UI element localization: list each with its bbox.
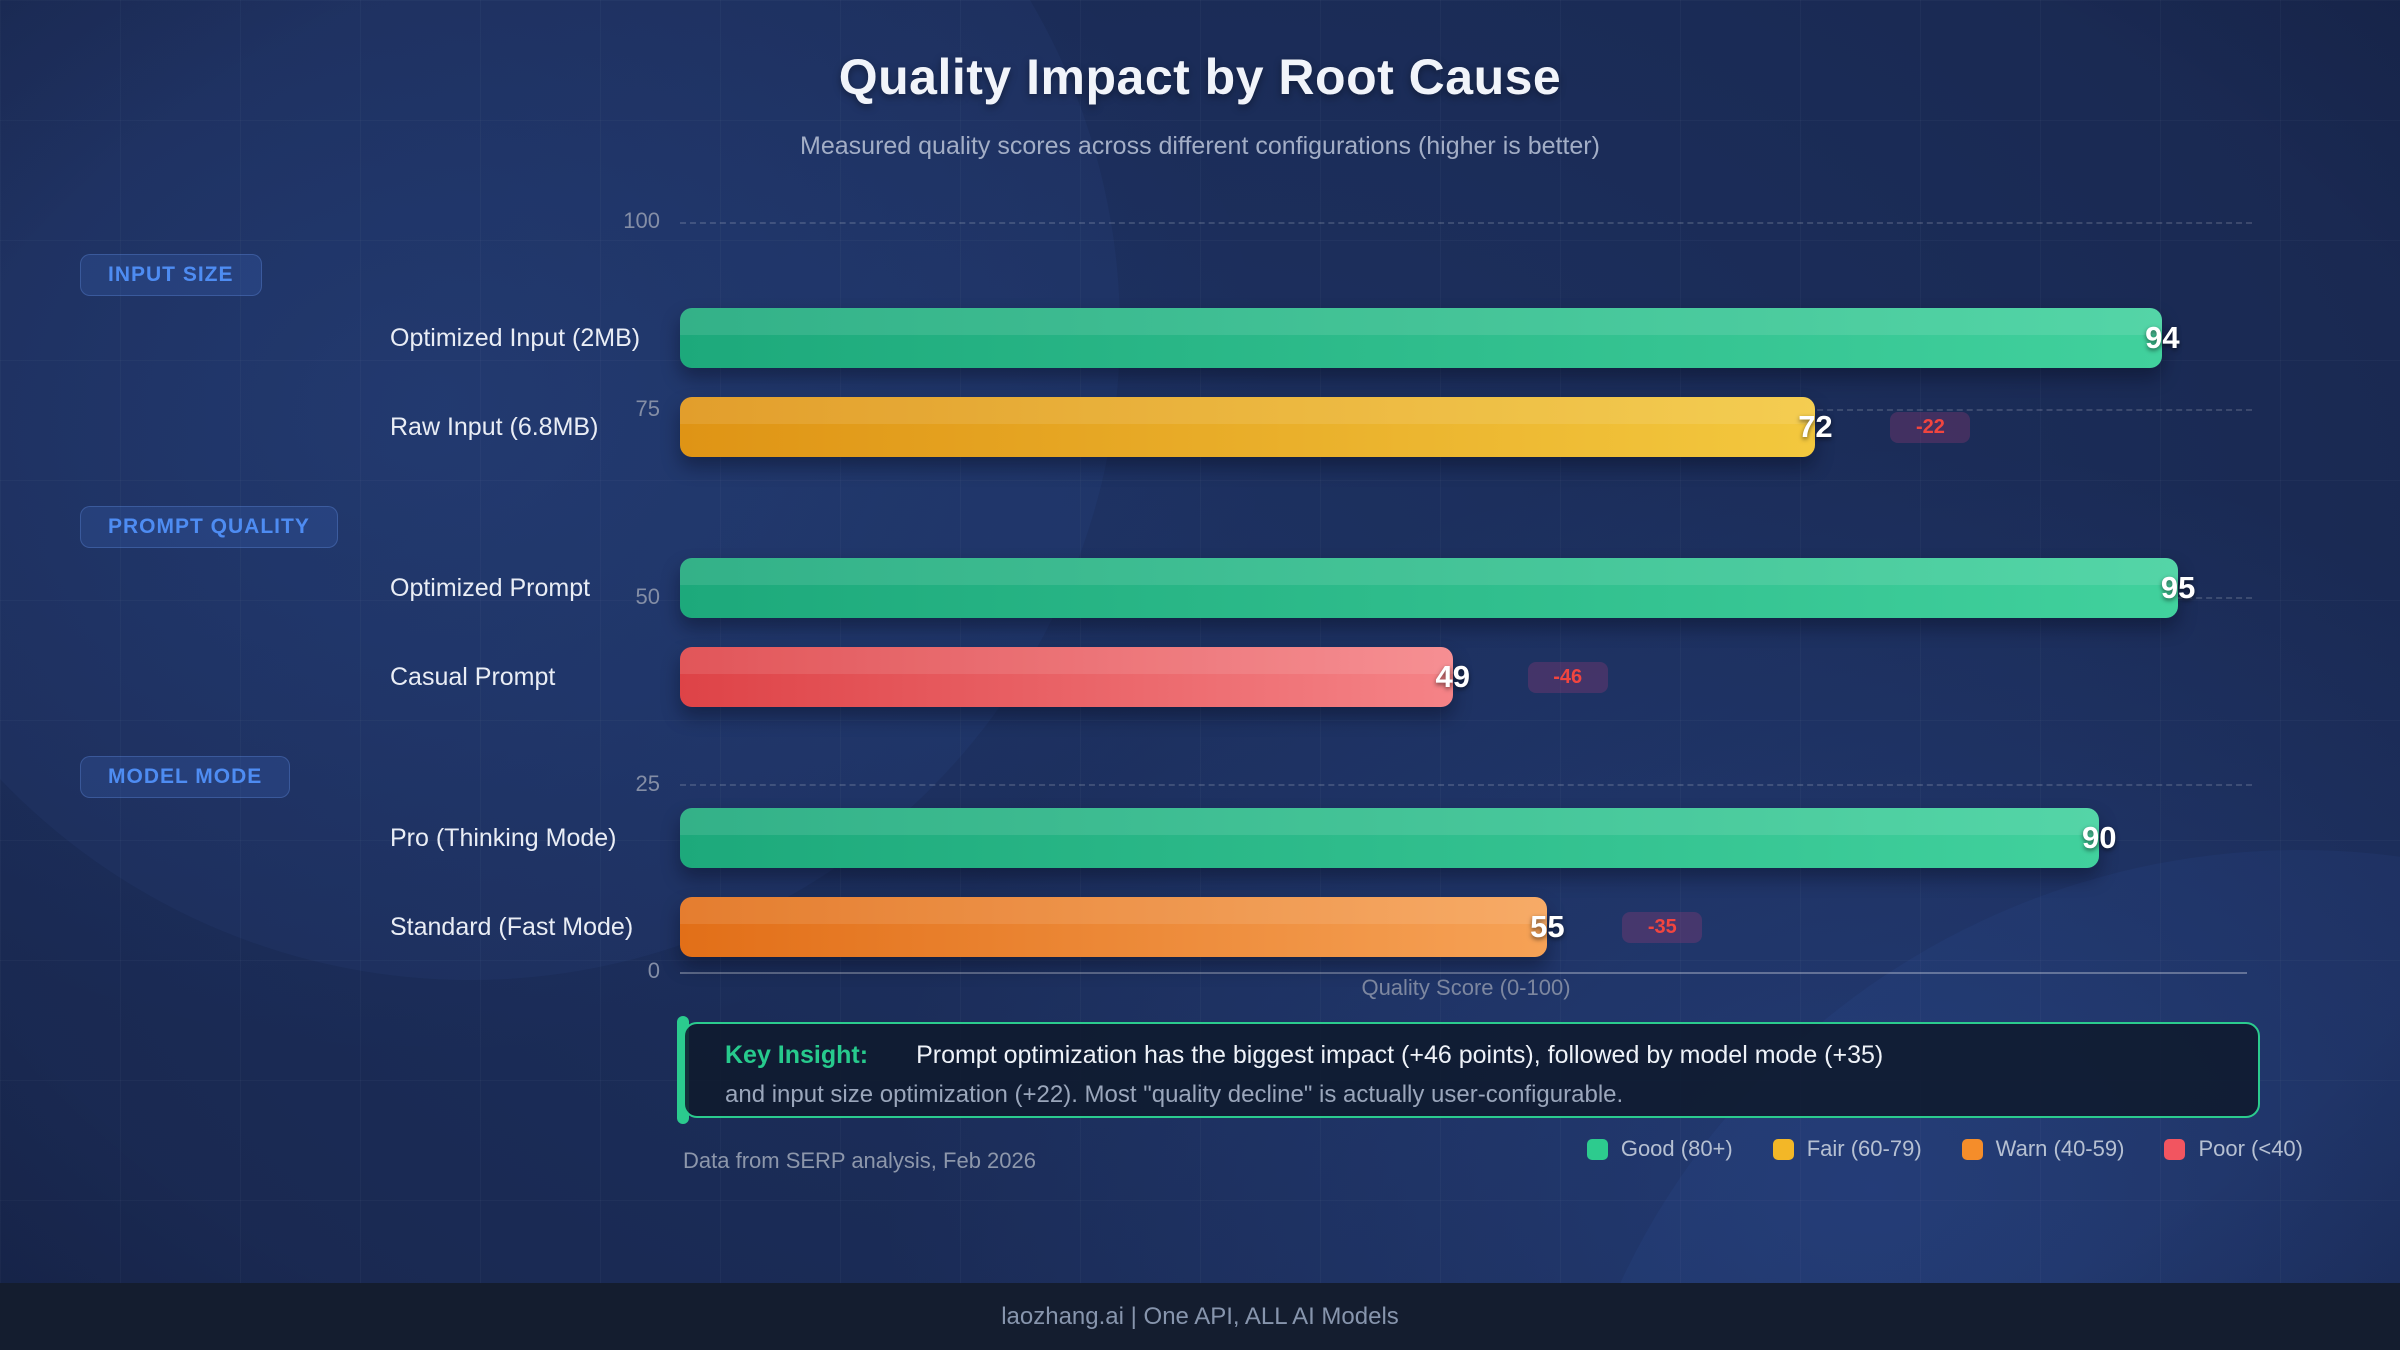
delta-badge: -22 (1890, 411, 1971, 443)
insight-line-2: and input size optimization (+22). Most … (725, 1081, 1624, 1108)
legend-swatch-good (1586, 1138, 1608, 1160)
bar-value: 95 (2160, 570, 2196, 605)
group-badge-model-mode: MODEL MODE (80, 756, 291, 798)
footer-text: laozhang.ai | One API, ALL AI Models (1001, 1302, 1399, 1330)
delta-badge: -46 (1527, 661, 1608, 693)
key-insight-box: Key Insight: Prompt optimization has the … (683, 1022, 2260, 1118)
x-axis-label: Quality Score (0-100) (1361, 975, 1571, 1000)
group-badge-input-size: INPUT SIZE (80, 254, 262, 296)
bar-track: 94 (680, 308, 2257, 368)
bar-value: 49 (1435, 659, 1470, 694)
bar-value: 94 (2145, 320, 2180, 355)
insight-text: Prompt optimization has the biggest impa… (916, 1041, 1884, 1069)
bar-label: Raw Input (6.8MB) (390, 412, 599, 441)
bar-track: 90 (680, 808, 2257, 868)
legend-item-fair: Fair (60-79) (1772, 1136, 1922, 1162)
legend-label: Poor (<40) (2198, 1136, 2303, 1161)
bar-track: 49 -46 (680, 647, 2257, 707)
bar-casual-prompt: 49 (680, 647, 1470, 707)
bar-row-casual-prompt: Casual Prompt 49 -46 (390, 647, 2257, 707)
legend-swatch-poor (2164, 1138, 2186, 1160)
axis-tick-50: 50 (635, 584, 660, 609)
bar-track: 72 -22 (680, 397, 2257, 457)
insight-line-1: Key Insight: Prompt optimization has the … (725, 1041, 2228, 1070)
bar-row-optimized-prompt: Optimized Prompt 95 (390, 558, 2257, 618)
bar-optimized-input: 94 (680, 308, 2180, 368)
axis-tick-75: 75 (635, 396, 660, 421)
bar-pro-thinking: 90 (680, 808, 2117, 868)
axis-tick-0: 0 (647, 958, 660, 983)
footer-bar: laozhang.ai | One API, ALL AI Models (0, 1283, 2400, 1350)
bar-value: 72 (1798, 409, 1833, 444)
axis-baseline (680, 972, 2247, 974)
gridline-100 (680, 222, 2252, 224)
bar-track: 55 -35 (680, 897, 2257, 957)
source-note: Data from SERP analysis, Feb 2026 (683, 1148, 1036, 1173)
bar-label: Pro (Thinking Mode) (390, 823, 617, 852)
group-badge-prompt-quality: PROMPT QUALITY (80, 506, 338, 548)
legend-swatch-fair (1772, 1138, 1794, 1160)
insight-heading: Key Insight: (725, 1041, 869, 1069)
bar-row-pro-thinking: Pro (Thinking Mode) 90 (390, 808, 2257, 868)
legend: Good (80+) Fair (60-79) Warn (40-59) Poo… (1586, 1136, 2303, 1162)
axis-tick-25: 25 (635, 771, 660, 796)
bar-optimized-prompt: 95 (680, 558, 2195, 618)
bar-label: Standard (Fast Mode) (390, 912, 634, 941)
bar-label: Casual Prompt (390, 662, 556, 691)
bar-row-raw-input: Raw Input (6.8MB) 72 -22 (390, 397, 2257, 457)
bar-row-optimized-input: Optimized Input (2MB) 94 (390, 308, 2257, 368)
bar-row-standard-fast: Standard (Fast Mode) 55 -35 (390, 897, 2257, 957)
legend-swatch-warn (1961, 1138, 1983, 1160)
legend-item-good: Good (80+) (1586, 1136, 1733, 1162)
legend-label: Good (80+) (1620, 1136, 1733, 1161)
legend-label: Fair (60-79) (1806, 1136, 1922, 1161)
legend-item-warn: Warn (40-59) (1961, 1136, 2125, 1162)
chart-header: Quality Impact by Root Cause Measured qu… (0, 48, 2400, 161)
delta-badge: -35 (1622, 911, 1703, 943)
legend-label: Warn (40-59) (1995, 1136, 2125, 1161)
legend-item-poor: Poor (<40) (2164, 1136, 2303, 1162)
chart-subtitle: Measured quality scores across different… (800, 132, 1600, 160)
chart-title: Quality Impact by Root Cause (838, 49, 1562, 105)
gridline-25 (680, 784, 2252, 786)
bar-value: 90 (2082, 820, 2117, 855)
bar-track: 95 (680, 558, 2257, 618)
bar-label: Optimized Input (2MB) (390, 323, 641, 352)
bar-label: Optimized Prompt (390, 573, 591, 602)
bar-raw-input: 72 (680, 397, 1833, 457)
bar-value: 55 (1530, 909, 1565, 944)
axis-tick-100: 100 (623, 208, 660, 233)
bar-standard-fast: 55 (680, 897, 1565, 957)
